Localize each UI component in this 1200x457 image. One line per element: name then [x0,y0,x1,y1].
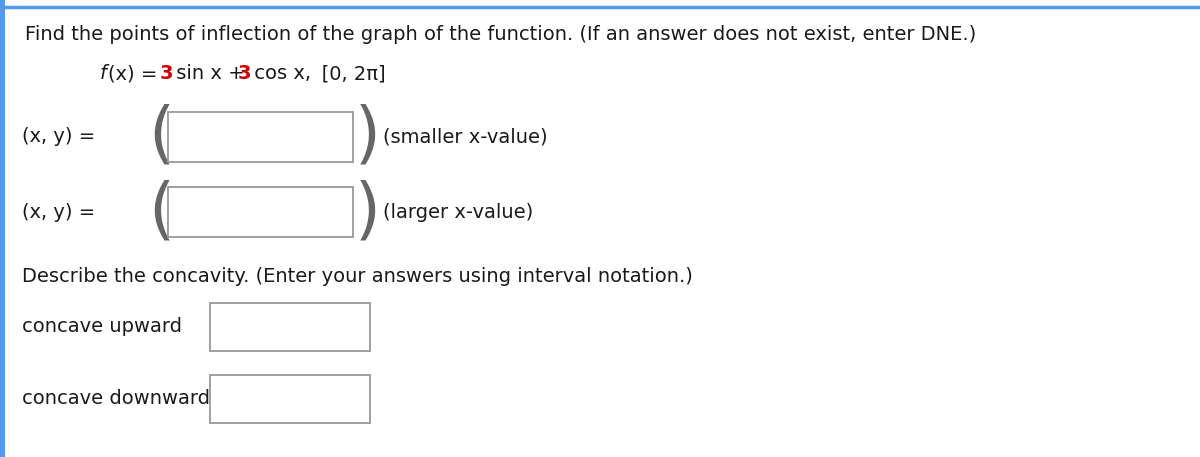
Text: concave upward: concave upward [22,318,182,336]
Text: 3: 3 [238,64,252,83]
Text: (x, y) =: (x, y) = [22,202,95,222]
Text: (x) =: (x) = [108,64,163,83]
FancyBboxPatch shape [168,112,353,162]
Bar [0,0,5,457]
Text: 3: 3 [160,64,174,83]
FancyBboxPatch shape [168,187,353,237]
Text: sin x +: sin x + [170,64,251,83]
Text: f: f [100,64,107,83]
Text: [0, 2π]: [0, 2π] [302,64,385,83]
Text: (: ( [148,104,174,170]
Text: concave downward: concave downward [22,389,210,409]
Text: (: ( [148,179,174,245]
Text: (x, y) =: (x, y) = [22,128,95,147]
Text: Find the points of inflection of the graph of the function. (If an answer does n: Find the points of inflection of the gra… [25,25,977,44]
Text: (smaller x-value): (smaller x-value) [383,128,547,147]
Text: Describe the concavity. (Enter your answers using interval notation.): Describe the concavity. (Enter your answ… [22,267,692,286]
Text: ): ) [355,104,380,170]
Text: ): ) [355,179,380,245]
FancyBboxPatch shape [210,303,370,351]
Text: (larger x-value): (larger x-value) [383,202,533,222]
Text: cos x,: cos x, [248,64,311,83]
FancyBboxPatch shape [210,375,370,423]
